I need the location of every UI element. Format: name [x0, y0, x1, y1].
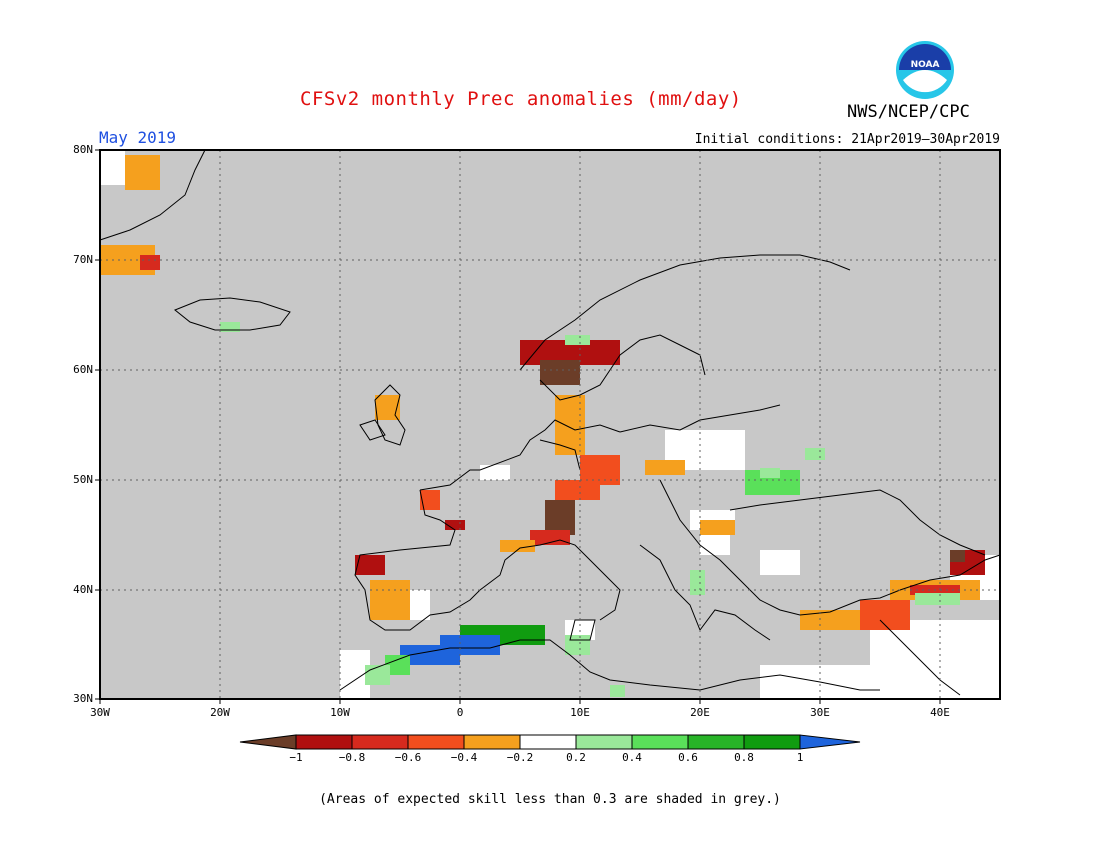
- colorbar-tick-label: 0.4: [622, 751, 642, 764]
- organization-label: NWS/NCEP/CPC: [847, 102, 970, 122]
- colorbar-segment: [687, 734, 745, 750]
- colorbar-arrow-low: [239, 734, 297, 750]
- coastlines: [99, 149, 1001, 696]
- skill-note: (Areas of expected skill less than 0.3 a…: [319, 792, 781, 807]
- noaa-logo-text: NOAA: [911, 60, 940, 70]
- colorbar-tick-label: −0.8: [338, 751, 366, 764]
- lon-label-20w: 20W: [210, 706, 230, 719]
- axis-ticks: [95, 149, 941, 704]
- colorbar-tick-label: 0.2: [566, 751, 586, 764]
- colorbar-tick-label: −0.2: [506, 751, 534, 764]
- colorbar-tick-label: −0.4: [450, 751, 478, 764]
- graticule: [100, 150, 1000, 699]
- colorbar-tick-label: 0.6: [678, 751, 698, 764]
- noaa-logo: NOAA: [895, 40, 955, 100]
- colorbar-arrow-high: [799, 734, 861, 750]
- colorbar-segment: [743, 734, 801, 750]
- colorbar-tick-label: 0.8: [734, 751, 754, 764]
- lon-label-0: 0: [456, 706, 464, 719]
- colorbar-segment: [351, 734, 409, 750]
- map-title: CFSv2 monthly Prec anomalies (mm/day): [300, 88, 742, 110]
- lon-label-30w: 30W: [90, 706, 110, 719]
- lat-label-70n: 70N: [73, 253, 93, 266]
- lon-label-10e: 10E: [570, 706, 590, 719]
- colorbar-segment: [575, 734, 633, 750]
- initial-conditions-label: Initial conditions: 21Apr2019–30Apr2019: [694, 132, 1000, 147]
- lat-label-60n: 60N: [73, 363, 93, 376]
- colorbar-segment: [407, 734, 465, 750]
- colorbar-segment: [463, 734, 521, 750]
- lon-label-30e: 30E: [810, 706, 830, 719]
- colorbar-tick-label: −1: [289, 751, 303, 764]
- colorbar-tick-label: −0.6: [394, 751, 422, 764]
- colorbar: [239, 734, 861, 750]
- lat-label-40n: 40N: [73, 583, 93, 596]
- unmasked-regions: [100, 150, 1000, 699]
- colorbar-segment: [295, 734, 353, 750]
- lat-label-30n: 30N: [73, 692, 93, 705]
- map-frame: [99, 149, 1001, 700]
- anomaly-cells: [100, 155, 985, 697]
- colorbar-tick-label: 1: [796, 751, 804, 764]
- month-label: May 2019: [99, 128, 177, 147]
- colorbar-segment: [631, 734, 689, 750]
- lon-label-10w: 10W: [330, 706, 350, 719]
- lat-label-50n: 50N: [73, 473, 93, 486]
- colorbar-segment: [519, 734, 577, 750]
- lat-label-80n: 80N: [73, 143, 93, 156]
- lon-label-20e: 20E: [690, 706, 710, 719]
- lon-label-40e: 40E: [930, 706, 950, 719]
